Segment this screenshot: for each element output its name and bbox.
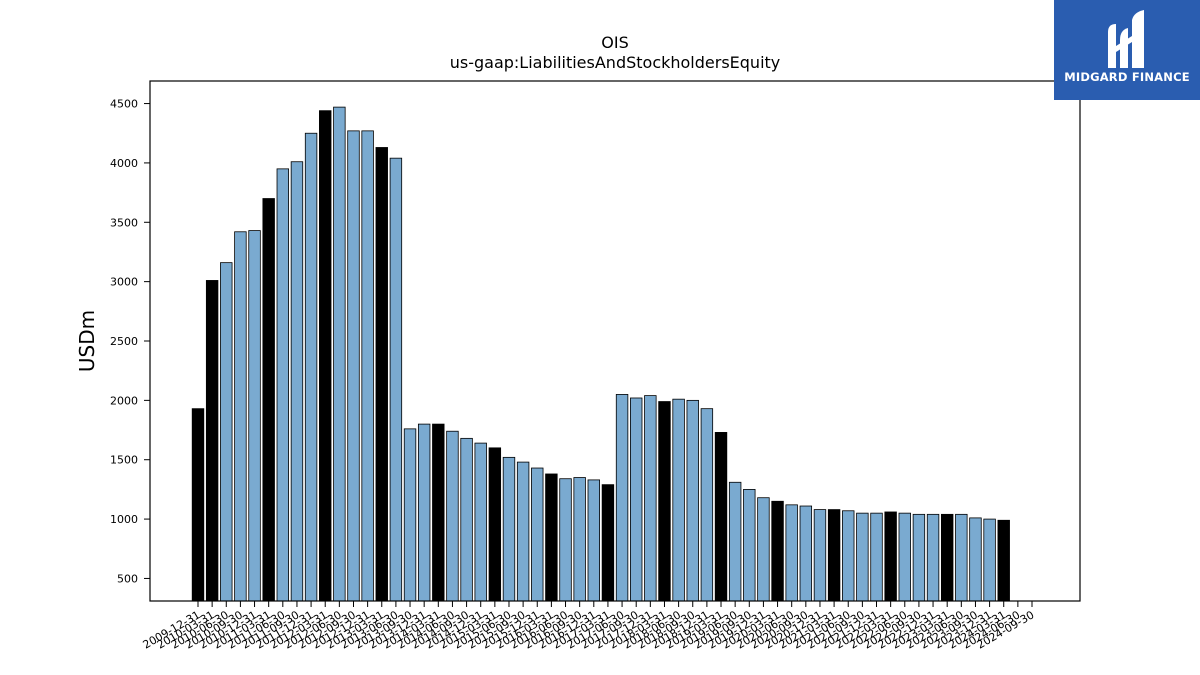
- bar-2014-03-31: [432, 423, 445, 602]
- bar-2017-09-30: [630, 397, 643, 602]
- bar-2014-06-30: [446, 430, 459, 602]
- bar-2014-09-30: [460, 437, 473, 602]
- bar-2023-03-31: [940, 513, 954, 602]
- bar-2018-09-30: [686, 399, 699, 602]
- y-tick-label: 3500: [110, 216, 138, 229]
- plot-area-frame: [149, 80, 1081, 602]
- bar-2021-06-30: [842, 510, 855, 602]
- bar-2012-06-30: [333, 106, 346, 602]
- y-tick-label: 3000: [110, 276, 138, 289]
- bar-2018-03-31: [658, 401, 671, 602]
- bar-2015-06-30: [502, 456, 516, 602]
- bar-2019-06-30: [728, 481, 742, 602]
- bar-2020-06-30: [785, 504, 798, 602]
- bar-2016-06-30: [559, 478, 572, 602]
- bar-2020-09-30: [799, 505, 813, 602]
- y-tick-label: 2000: [110, 394, 138, 407]
- bar-2020-03-31: [771, 500, 784, 602]
- bar-2015-12-31: [531, 467, 544, 602]
- bar-2023-12-31: [983, 518, 996, 602]
- midgard-m-mark-icon: [1108, 10, 1144, 68]
- bar-2015-03-31: [488, 447, 502, 602]
- bar-2015-09-30: [516, 461, 530, 602]
- bar-2017-06-30: [615, 394, 629, 602]
- bar-2022-06-30: [898, 512, 911, 602]
- bar-2012-09-30: [347, 130, 360, 602]
- bar-2012-03-31: [319, 110, 332, 602]
- bar-2011-03-31: [262, 198, 275, 602]
- y-tick-label: 1000: [110, 513, 138, 526]
- bar-2013-03-31: [375, 147, 388, 602]
- bar-2018-12-31: [700, 408, 714, 602]
- bar-2023-06-30: [955, 513, 968, 602]
- y-tick-label: 4500: [110, 98, 138, 111]
- bar-2022-12-31: [926, 513, 940, 602]
- bar-2017-12-31: [644, 395, 657, 602]
- bars-group: [191, 106, 1010, 602]
- bar-2020-12-31: [813, 509, 827, 602]
- y-tick-label: 500: [117, 572, 138, 585]
- bar-2021-12-31: [870, 512, 883, 602]
- y-tick-label: 2500: [110, 335, 138, 348]
- bar-2016-03-31: [545, 473, 558, 602]
- x-axis-ticks: 2009-12-312010-03-312010-06-302010-09-30…: [141, 601, 1037, 652]
- bar-2016-12-31: [587, 479, 600, 602]
- y-tick-label: 4000: [110, 157, 138, 170]
- brand-logo-text: MIDGARD FINANCE: [1064, 70, 1190, 84]
- brand-logo: MIDGARD FINANCE: [1054, 0, 1200, 100]
- bar-2023-09-30: [969, 517, 982, 602]
- y-tick-label: 1500: [110, 454, 138, 467]
- bar-2014-12-31: [474, 442, 487, 602]
- bar-2021-09-30: [856, 512, 869, 602]
- y-axis-label: USDm: [75, 310, 99, 372]
- bar-2010-09-30: [234, 231, 247, 602]
- bar-2012-12-31: [361, 130, 374, 602]
- bar-2019-03-31: [714, 432, 728, 602]
- bar-2013-06-30: [389, 157, 403, 602]
- bar-2009-12-31: [191, 408, 205, 602]
- bar-2022-03-31: [884, 511, 897, 602]
- bar-2016-09-30: [573, 477, 586, 602]
- bar-2011-12-31: [304, 132, 318, 602]
- bar-2017-03-31: [601, 484, 615, 602]
- bar-2019-12-31: [757, 497, 770, 602]
- bar-2022-09-30: [912, 513, 926, 602]
- bar-2010-06-30: [220, 262, 233, 602]
- bar-2010-12-31: [248, 230, 261, 602]
- bar-2018-06-30: [672, 398, 685, 602]
- bar-2019-09-30: [743, 489, 756, 602]
- chart-subtitle: us-gaap:LiabilitiesAndStockholdersEquity: [450, 53, 781, 72]
- y-axis-ticks: 500 1000 1500 2000 2500 3000 3500 4000 4500: [110, 98, 150, 585]
- bar-2024-03-31: [997, 519, 1010, 602]
- bar-2021-03-31: [827, 509, 841, 602]
- bar-2011-09-30: [290, 161, 304, 602]
- bar-2010-03-31: [205, 280, 219, 602]
- bar-2011-06-30: [276, 168, 290, 602]
- bar-2013-09-30: [403, 428, 417, 602]
- bar-2013-12-31: [417, 423, 431, 602]
- chart-title: OIS: [601, 33, 628, 52]
